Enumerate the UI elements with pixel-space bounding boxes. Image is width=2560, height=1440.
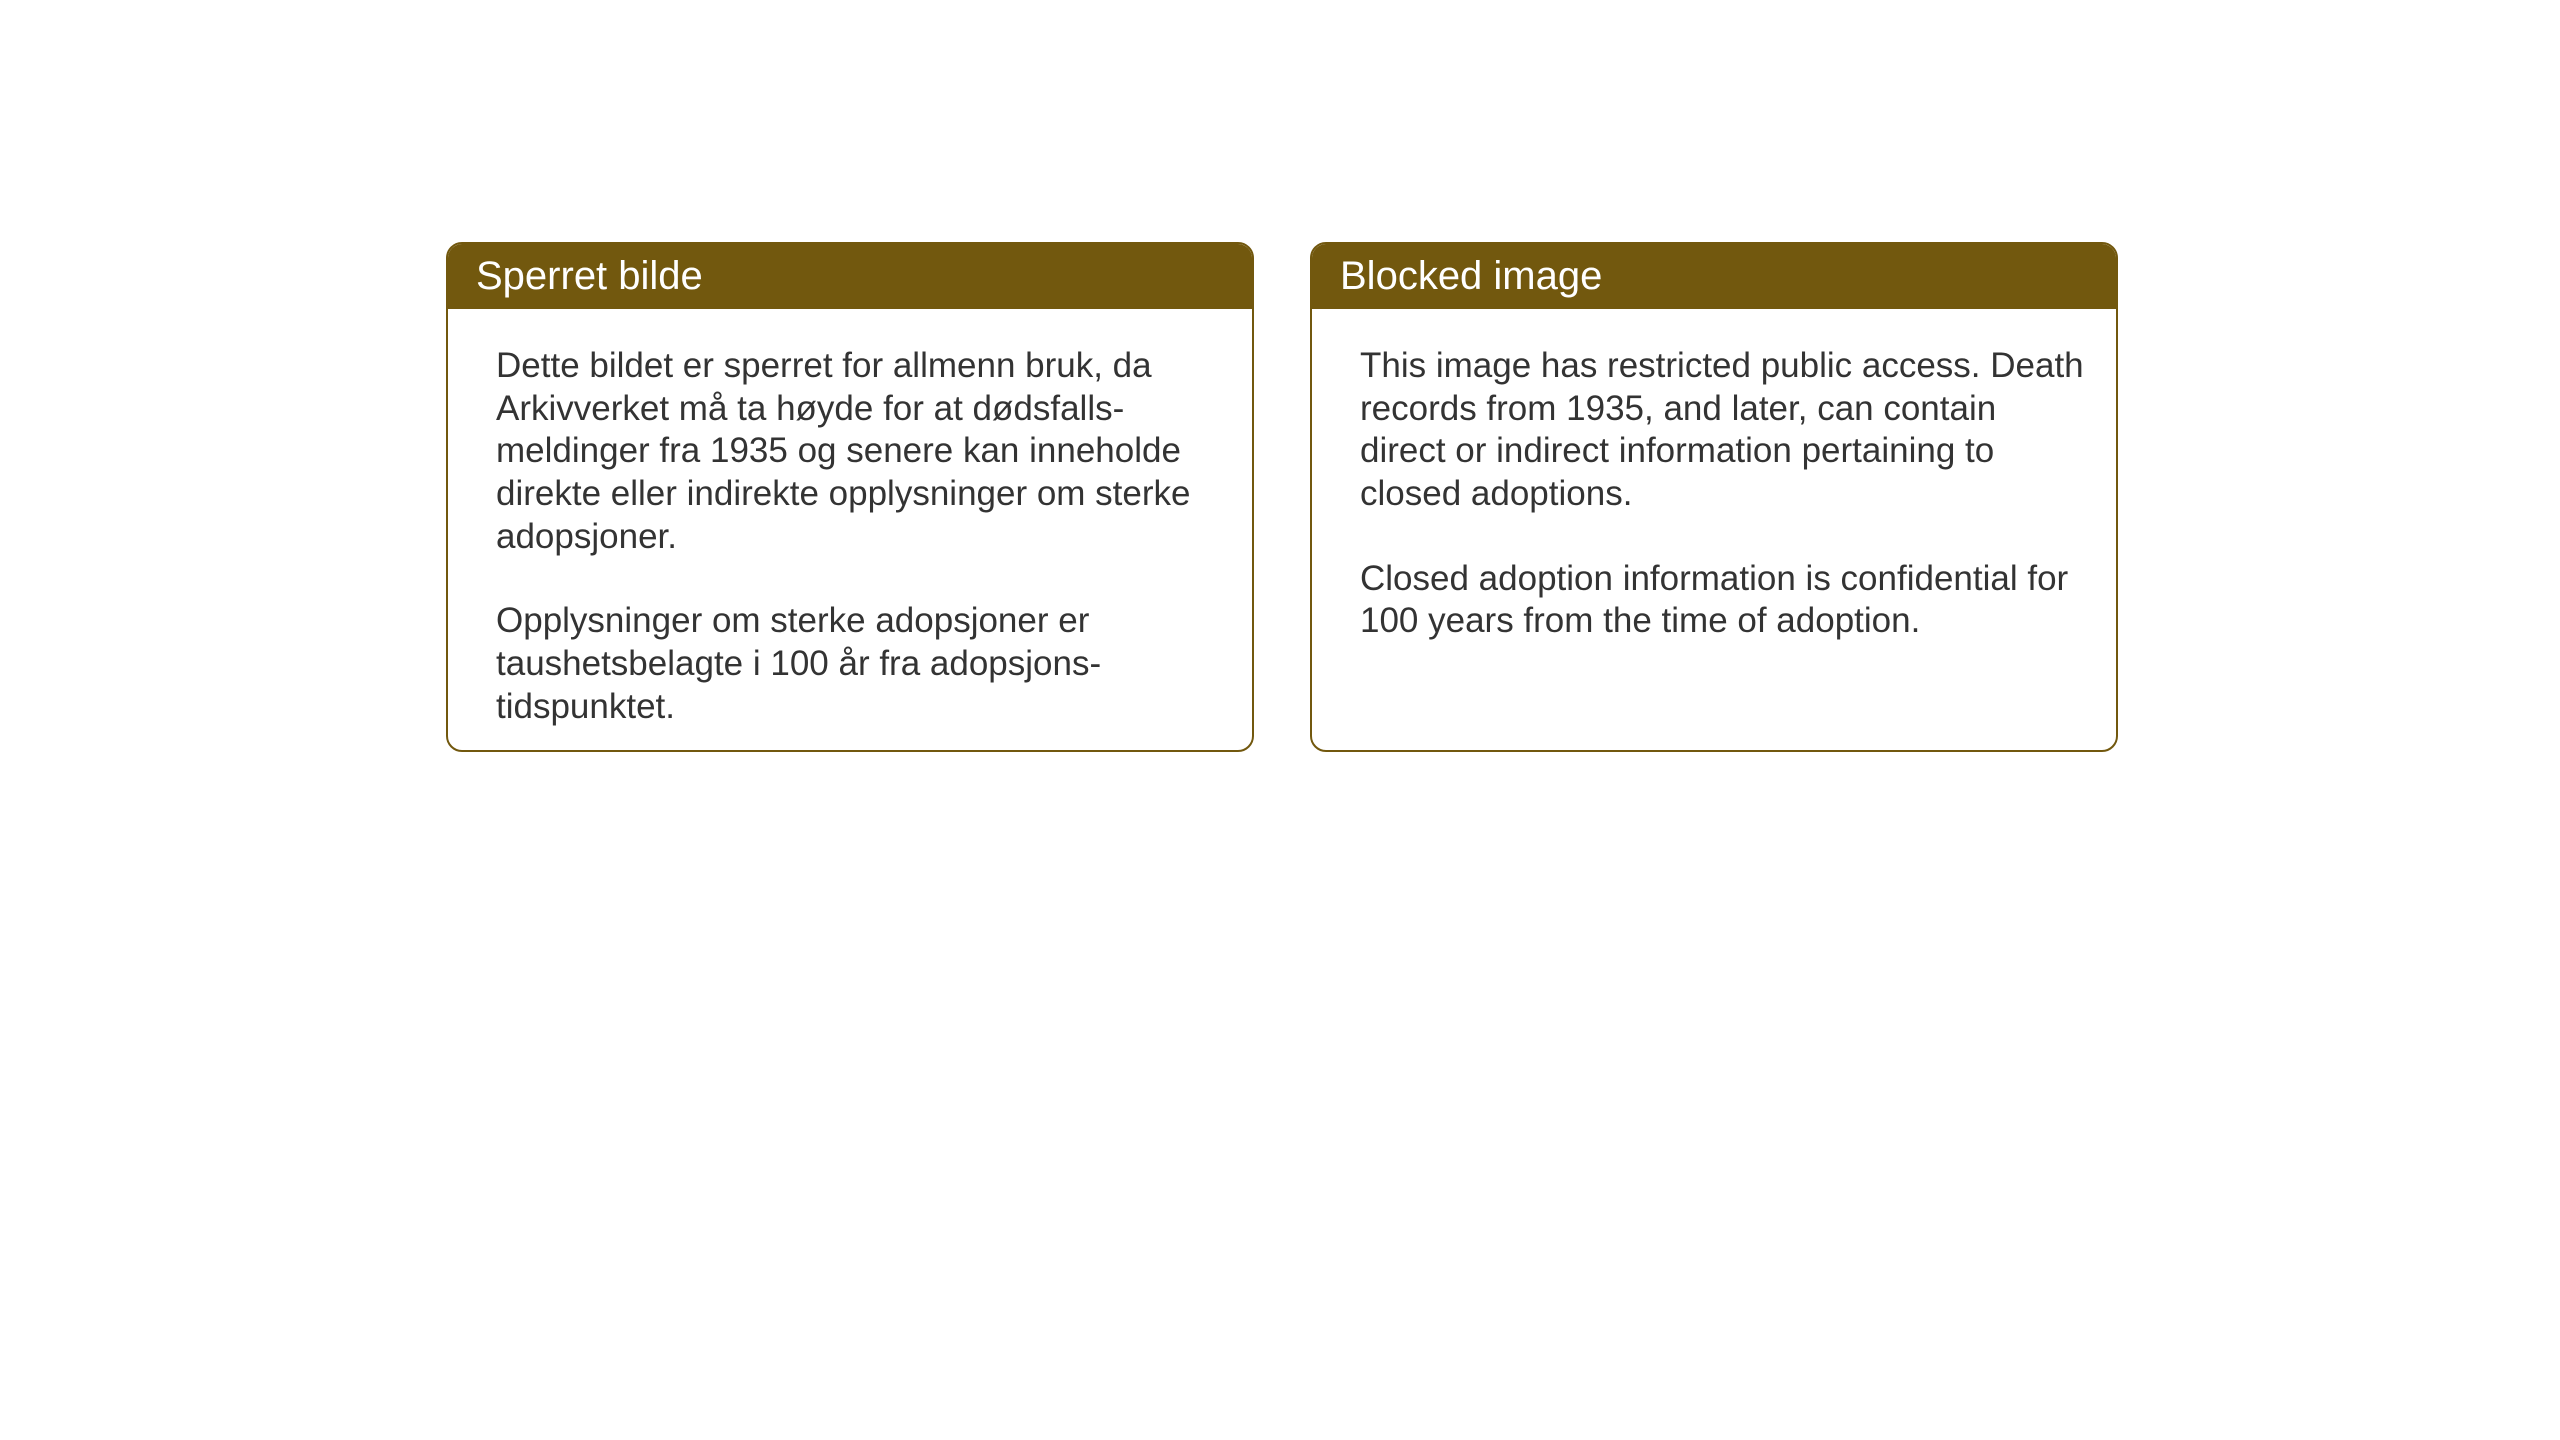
card-title-norwegian: Sperret bilde bbox=[476, 254, 703, 298]
card-body-english: This image has restricted public access.… bbox=[1312, 309, 2116, 671]
card-paragraph-2-english: Closed adoption information is confident… bbox=[1360, 558, 2088, 643]
card-body-norwegian: Dette bildet er sperret for allmenn bruk… bbox=[448, 309, 1252, 752]
card-paragraph-2-norwegian: Opplysninger om sterke adopsjoner er tau… bbox=[496, 600, 1224, 728]
card-header-norwegian: Sperret bilde bbox=[448, 244, 1252, 309]
card-title-english: Blocked image bbox=[1340, 254, 1602, 298]
card-header-english: Blocked image bbox=[1312, 244, 2116, 309]
card-paragraph-1-english: This image has restricted public access.… bbox=[1360, 345, 2088, 516]
notice-container: Sperret bilde Dette bildet er sperret fo… bbox=[446, 242, 2118, 752]
card-paragraph-1-norwegian: Dette bildet er sperret for allmenn bruk… bbox=[496, 345, 1224, 558]
notice-card-norwegian: Sperret bilde Dette bildet er sperret fo… bbox=[446, 242, 1254, 752]
notice-card-english: Blocked image This image has restricted … bbox=[1310, 242, 2118, 752]
